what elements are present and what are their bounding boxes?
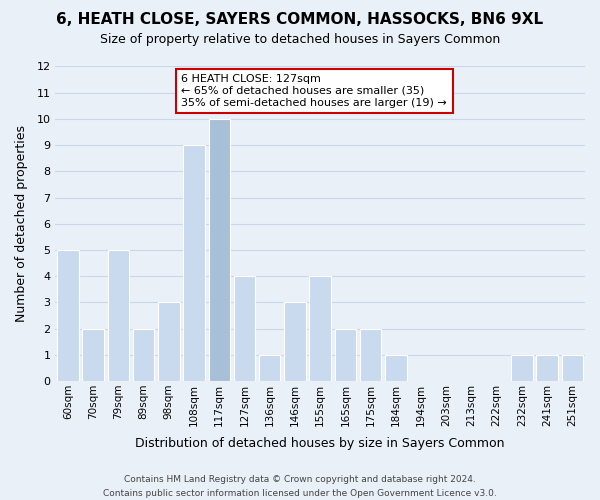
- Bar: [184, 145, 205, 381]
- Bar: [234, 276, 255, 381]
- Bar: [82, 328, 104, 381]
- Bar: [310, 276, 331, 381]
- Bar: [57, 250, 79, 381]
- Bar: [259, 355, 280, 381]
- Bar: [284, 302, 305, 381]
- Bar: [511, 355, 533, 381]
- Text: 6 HEATH CLOSE: 127sqm
← 65% of detached houses are smaller (35)
35% of semi-deta: 6 HEATH CLOSE: 127sqm ← 65% of detached …: [181, 74, 447, 108]
- X-axis label: Distribution of detached houses by size in Sayers Common: Distribution of detached houses by size …: [136, 437, 505, 450]
- Text: Size of property relative to detached houses in Sayers Common: Size of property relative to detached ho…: [100, 32, 500, 46]
- Bar: [385, 355, 407, 381]
- Bar: [133, 328, 154, 381]
- Bar: [360, 328, 382, 381]
- Text: Contains HM Land Registry data © Crown copyright and database right 2024.
Contai: Contains HM Land Registry data © Crown c…: [103, 476, 497, 498]
- Bar: [335, 328, 356, 381]
- Y-axis label: Number of detached properties: Number of detached properties: [15, 125, 28, 322]
- Bar: [158, 302, 179, 381]
- Text: 6, HEATH CLOSE, SAYERS COMMON, HASSOCKS, BN6 9XL: 6, HEATH CLOSE, SAYERS COMMON, HASSOCKS,…: [56, 12, 544, 28]
- Bar: [536, 355, 558, 381]
- Bar: [562, 355, 583, 381]
- Bar: [209, 119, 230, 381]
- Bar: [107, 250, 129, 381]
